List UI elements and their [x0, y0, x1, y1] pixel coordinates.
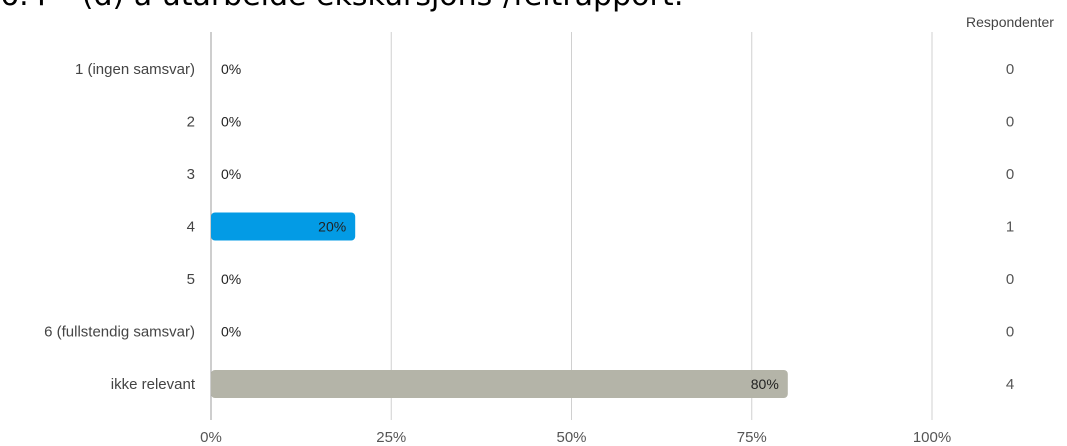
bar-value-label: 0% — [221, 114, 241, 130]
category-label: 3 — [187, 166, 195, 183]
bar-value-label: 20% — [318, 219, 346, 235]
category-label: 6 (fullstendig samsvar) — [44, 324, 195, 341]
respondent-count: 4 — [1006, 376, 1014, 393]
category-label: 5 — [187, 271, 195, 288]
respondent-count: 0 — [1006, 271, 1014, 288]
respondent-count: 0 — [1006, 166, 1014, 183]
bars-group: 0% 0% 0% 20% 0% 0% 80% — [211, 61, 788, 398]
x-tick-label: 75% — [737, 429, 767, 446]
bar-value-label: 80% — [751, 376, 779, 392]
x-tick-label: 25% — [376, 429, 406, 446]
bar — [211, 370, 788, 398]
category-label: 2 — [187, 114, 195, 131]
x-tick-label: 0% — [200, 429, 222, 446]
respondent-count: 0 — [1006, 61, 1014, 78]
bar-value-label: 0% — [221, 271, 241, 287]
bar-value-label: 0% — [221, 61, 241, 77]
respondent-count: 1 — [1006, 219, 1014, 236]
category-labels: 1 (ingen samsvar) 2 3 4 5 6 (fullstendig sams… — [44, 61, 196, 393]
bar — [211, 212, 356, 241]
category-label: 4 — [187, 219, 195, 236]
bar-value-label: 0% — [221, 324, 241, 340]
chart-title: 6.4 – (d) å utarbeide ekskursjons-/feltr… — [0, 0, 684, 13]
respondent-count: 0 — [1006, 324, 1014, 341]
x-tick-label: 50% — [556, 429, 586, 446]
x-tick-label: 100% — [913, 429, 951, 446]
respondent-counts: 0 0 0 1 0 0 4 — [1006, 61, 1014, 393]
bar-value-label: 0% — [221, 166, 241, 182]
x-tick-labels: 0% 25% 50% 75% 100% — [200, 429, 951, 446]
category-label: 1 (ingen samsvar) — [75, 61, 195, 78]
respondent-count: 0 — [1006, 114, 1014, 131]
respondents-header: Respondenter — [966, 14, 1054, 30]
category-label: ikke relevant — [111, 376, 196, 393]
